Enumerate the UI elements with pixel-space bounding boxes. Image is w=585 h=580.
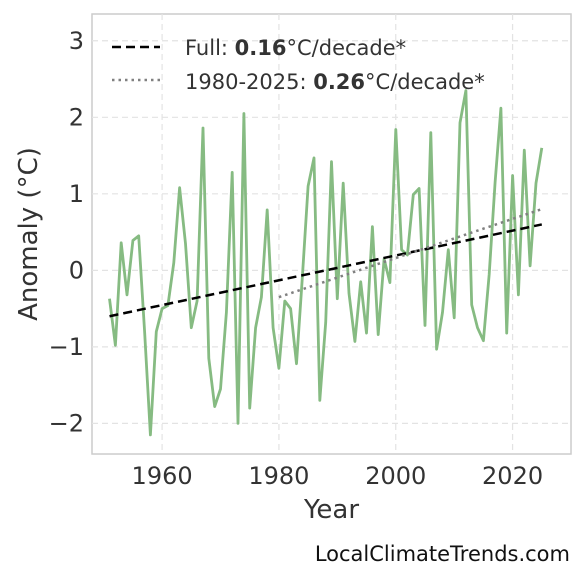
legend-full-suffix: °C/decade* — [287, 36, 407, 60]
legend-recent-prefix: 1980-2025: — [185, 70, 313, 94]
legend-recent-suffix: °C/decade* — [365, 70, 485, 94]
y-axis-label: Anomaly (°C) — [14, 147, 44, 321]
trendline-full — [109, 223, 543, 318]
legend-full-prefix: Full: — [185, 36, 235, 60]
grid — [92, 14, 571, 454]
y-tick-label: 0 — [69, 256, 84, 284]
legend-entry-recent: 1980-2025: 0.26°C/decade* — [185, 70, 485, 94]
legend-entry-full: Full: 0.16°C/decade* — [185, 36, 406, 60]
anomaly-line — [108, 89, 544, 437]
x-tick-label: 2000 — [365, 462, 426, 490]
watermark: LocalClimateTrends.com — [315, 542, 570, 566]
y-tick-label: −2 — [49, 409, 84, 437]
y-tick-label: 2 — [69, 103, 84, 131]
trendline-recent — [278, 207, 543, 299]
y-tick-label: 3 — [69, 27, 84, 55]
x-tick-label: 1960 — [132, 462, 193, 490]
y-tick-label: −1 — [49, 333, 84, 361]
x-ticks: 1960 1980 2000 2020 — [132, 462, 544, 490]
legend-full-value: 0.16 — [235, 36, 287, 60]
trendline-group — [109, 207, 543, 318]
x-tick-label: 2020 — [482, 462, 543, 490]
series-group — [108, 89, 544, 437]
x-tick-label: 1980 — [248, 462, 309, 490]
y-ticks: −2 −1 0 1 2 3 — [49, 27, 84, 438]
y-tick-label: 1 — [69, 180, 84, 208]
legend: Full: 0.16°C/decade* 1980-2025: 0.26°C/d… — [112, 36, 485, 94]
x-axis-label: Year — [303, 495, 359, 525]
legend-recent-value: 0.26 — [313, 70, 365, 94]
